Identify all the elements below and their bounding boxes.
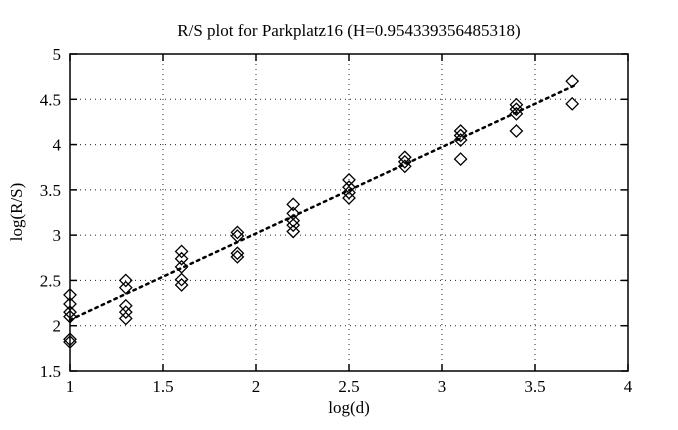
data-point-diamond xyxy=(453,124,468,138)
data-point-diamond xyxy=(286,218,301,233)
y-tick-label: 2.5 xyxy=(40,271,61,290)
data-point-diamond xyxy=(174,272,189,287)
data-point-diamond xyxy=(453,133,468,147)
data-point-diamond xyxy=(397,150,412,165)
data-point-diamond xyxy=(63,332,77,347)
data-point-diamond xyxy=(509,124,524,138)
data-point-diamond xyxy=(286,224,301,239)
data-point-diamond xyxy=(63,288,77,302)
data-point-diamond xyxy=(118,280,133,295)
data-point-diamond xyxy=(118,305,133,320)
data-point-diamond xyxy=(509,97,524,112)
x-tick-label: 2 xyxy=(252,377,261,396)
hurst-fit-line xyxy=(68,82,580,322)
data-point-diamond xyxy=(63,305,77,320)
y-tick-label: 5 xyxy=(53,45,62,64)
data-point-diamond xyxy=(565,74,580,89)
y-tick-label: 4 xyxy=(53,136,62,155)
x-tick-label: 3.5 xyxy=(524,377,545,396)
data-point-diamond xyxy=(63,335,77,349)
data-point-diamond xyxy=(230,229,245,243)
x-tick-label: 1.5 xyxy=(152,377,173,396)
plot-border xyxy=(69,53,629,372)
data-point-diamond xyxy=(509,106,524,121)
data-point-diamond xyxy=(453,152,468,166)
data-point-diamond xyxy=(118,311,133,326)
x-tick-label: 3 xyxy=(438,377,447,396)
x-tick-label: 4 xyxy=(624,377,633,396)
data-point-diamond xyxy=(230,225,245,240)
data-point-diamond xyxy=(63,309,77,324)
data-point-diamond xyxy=(342,185,356,200)
data-point-diamond xyxy=(397,154,412,169)
x-tick-label: 1 xyxy=(66,377,75,396)
y-tick-label: 3 xyxy=(53,226,62,245)
data-point-diamond xyxy=(453,128,468,143)
data-point-diamond xyxy=(565,96,580,111)
x-tick-label: 2.5 xyxy=(338,377,359,396)
data-point-diamond xyxy=(230,249,245,264)
data-point-diamond xyxy=(118,273,133,288)
data-point-diamond xyxy=(342,191,356,205)
data-point-diamond xyxy=(174,278,189,292)
y-tick-label: 4.5 xyxy=(40,90,61,109)
data-point-diamond xyxy=(342,180,356,195)
y-tick-label: 1.5 xyxy=(40,362,61,381)
data-point-diamond xyxy=(230,246,245,261)
y-tick-label: 2 xyxy=(53,317,62,336)
data-point-diamond xyxy=(174,251,189,266)
x-axis-label: log(d) xyxy=(328,398,370,417)
data-point-diamond xyxy=(509,102,524,117)
y-axis-label: log(R/S) xyxy=(7,183,26,242)
y-tick-label: 3.5 xyxy=(40,181,61,200)
data-point-diamond xyxy=(286,213,301,228)
data-point-diamond xyxy=(397,159,412,174)
data-point-diamond xyxy=(286,197,301,212)
data-point-diamond xyxy=(174,244,189,259)
chart-title: R/S plot for Parkplatz16 (H=0.9543393564… xyxy=(177,21,520,40)
